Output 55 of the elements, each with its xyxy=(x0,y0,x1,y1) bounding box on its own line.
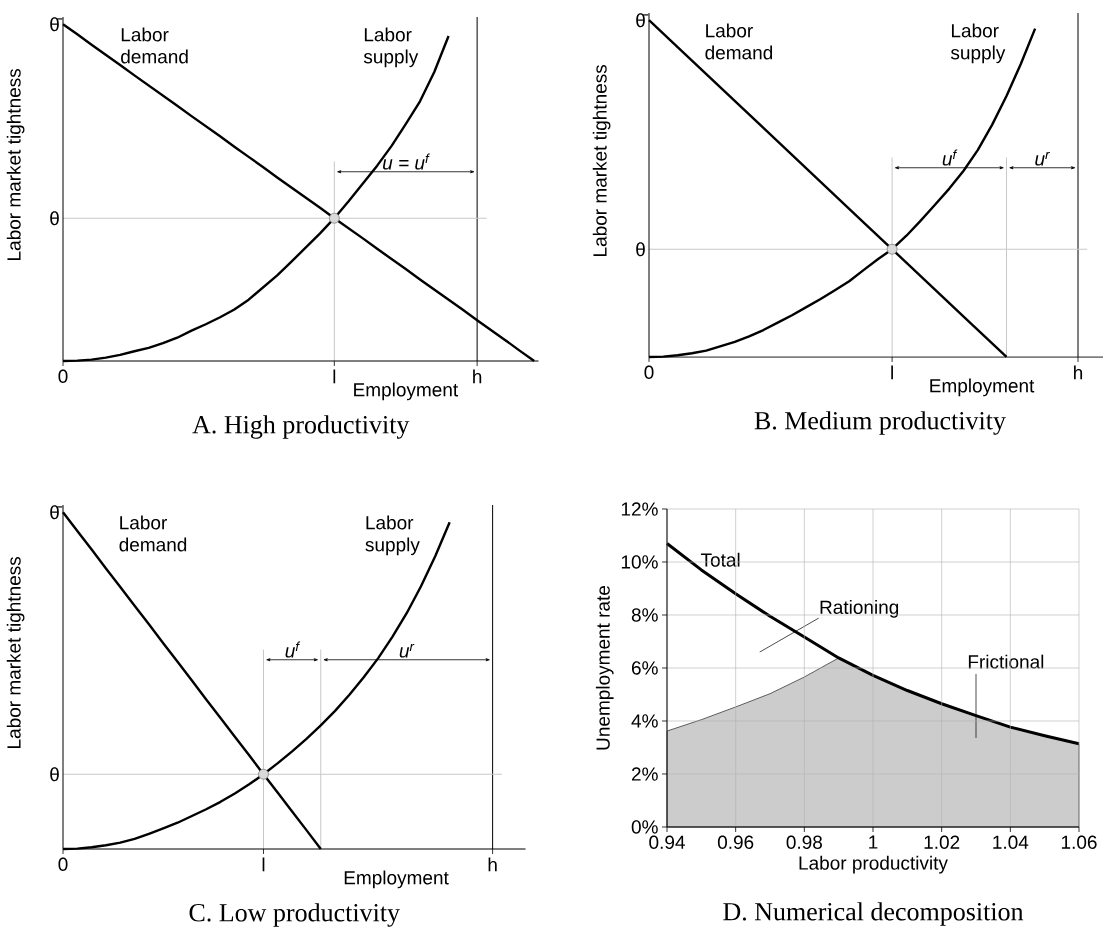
text: θ̄ xyxy=(50,505,63,520)
x-axis-title: Labor productivity xyxy=(799,855,948,874)
y-tick-label: 12% xyxy=(621,502,658,516)
y-tick-label: 2% xyxy=(631,767,658,781)
series-label: Labor supply xyxy=(363,27,419,68)
x-tick-label: 1.06 xyxy=(1061,835,1097,849)
annotation: u$^{r}$ xyxy=(399,643,415,658)
y-tick-label: 10% xyxy=(621,555,658,569)
annotation: Rationing xyxy=(820,600,899,618)
series-label: Labor supply xyxy=(950,23,1006,64)
text: B. Medium productivity xyxy=(754,411,1006,435)
text: C. Low productivity xyxy=(189,903,400,927)
text: A. High productivity xyxy=(192,415,410,439)
ref-line-label: θ xyxy=(50,767,59,782)
x-tick-label: 0.96 xyxy=(717,835,754,849)
x-tick-label: 1 xyxy=(869,835,878,849)
annotation: Frictional xyxy=(968,654,1044,669)
x-tick-label: 1.02 xyxy=(924,835,960,849)
x-axis-title: Employment xyxy=(354,382,459,401)
x-tick-label: 0 xyxy=(58,369,68,383)
x-tick-label: h xyxy=(473,369,482,384)
y-axis-title: Labor market tightness xyxy=(6,68,25,260)
series-label: Labor demand xyxy=(121,27,188,64)
y-tick-label: 4% xyxy=(631,714,658,728)
text: D. Numerical decomposition xyxy=(723,902,1024,926)
y-tick-label: 0% xyxy=(631,820,658,834)
series-label: Labor supply xyxy=(365,515,420,556)
y-axis-title: Labor market tightness xyxy=(592,64,611,256)
annotation: u = u$^{f}$ xyxy=(383,153,430,170)
x-tick-label: 0.98 xyxy=(786,835,822,849)
annotation: u$^{f}$ xyxy=(285,641,301,658)
y-axis-title: Unemployment rate xyxy=(595,585,614,750)
x-axis-title: Employment xyxy=(930,378,1035,397)
annotation: u$^{r}$ xyxy=(1035,151,1050,166)
y-axis-title: Labor market tightness xyxy=(6,556,25,748)
x-tick-label: l xyxy=(262,857,265,872)
x-tick-label: h xyxy=(1074,365,1083,380)
series-label: Total xyxy=(700,552,740,567)
annotation: u$^{f}$ xyxy=(942,149,958,166)
series-label: Labor demand xyxy=(119,515,187,552)
x-tick-label: 1.04 xyxy=(993,835,1029,849)
text: θ̄ xyxy=(50,17,63,32)
y-tick-label: 6% xyxy=(631,661,658,675)
series-label: Labor demand xyxy=(705,23,773,60)
ref-line-label: θ xyxy=(50,211,59,226)
ref-line-label: θ xyxy=(636,242,645,257)
x-tick-label: l xyxy=(333,369,336,384)
x-tick-label: 0 xyxy=(644,365,654,379)
x-axis-title: Employment xyxy=(344,870,449,889)
x-tick-label: 0.94 xyxy=(649,835,685,849)
text: θ̄ xyxy=(636,13,649,28)
x-tick-label: h xyxy=(488,857,497,872)
x-tick-label: l xyxy=(891,365,893,380)
x-tick-label: 0 xyxy=(58,857,68,871)
y-tick-label: 8% xyxy=(631,608,658,622)
